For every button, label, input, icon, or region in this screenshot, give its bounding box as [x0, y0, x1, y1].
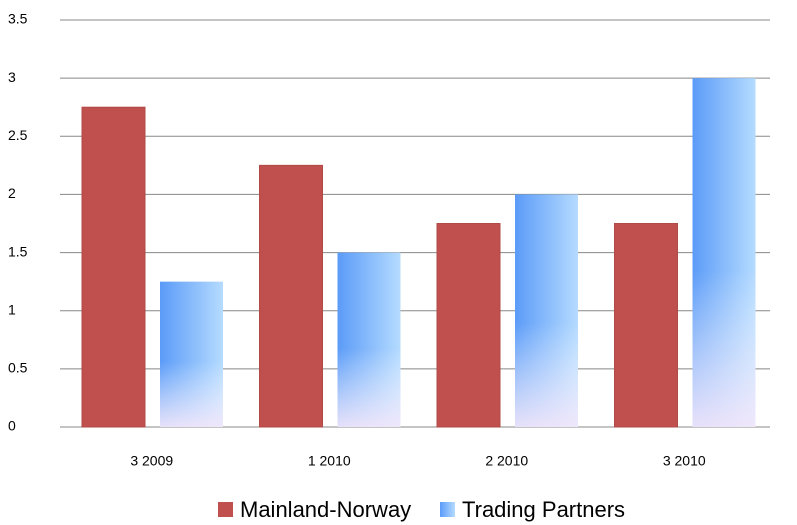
x-tick-label: 1 2010 — [308, 453, 351, 469]
legend-label: Trading Partners — [462, 497, 625, 522]
bar-shade — [337, 252, 401, 427]
y-tick-label: 3.5 — [8, 11, 28, 27]
bar — [614, 223, 678, 428]
bar — [259, 164, 323, 428]
y-tick-label: 2.5 — [8, 127, 28, 143]
x-tick-label: 3 2009 — [130, 453, 173, 469]
x-tick-label: 3 2010 — [663, 453, 706, 469]
bar — [436, 223, 501, 428]
bar-shade — [515, 194, 578, 427]
bar-shade — [692, 78, 756, 428]
legend-label: Mainland-Norway — [240, 497, 411, 522]
y-tick-label: 3 — [8, 69, 16, 85]
y-tick-label: 2 — [8, 185, 16, 201]
legend-swatch — [440, 502, 455, 517]
x-tick-label: 2 2010 — [485, 453, 528, 469]
y-tick-label: 0.5 — [8, 360, 28, 376]
y-tick-label: 0 — [8, 418, 16, 434]
y-tick-label: 1.5 — [8, 243, 28, 259]
bar-shade — [160, 281, 223, 427]
bar — [81, 106, 146, 428]
y-tick-label: 1 — [8, 301, 16, 317]
legend-swatch — [218, 502, 233, 517]
